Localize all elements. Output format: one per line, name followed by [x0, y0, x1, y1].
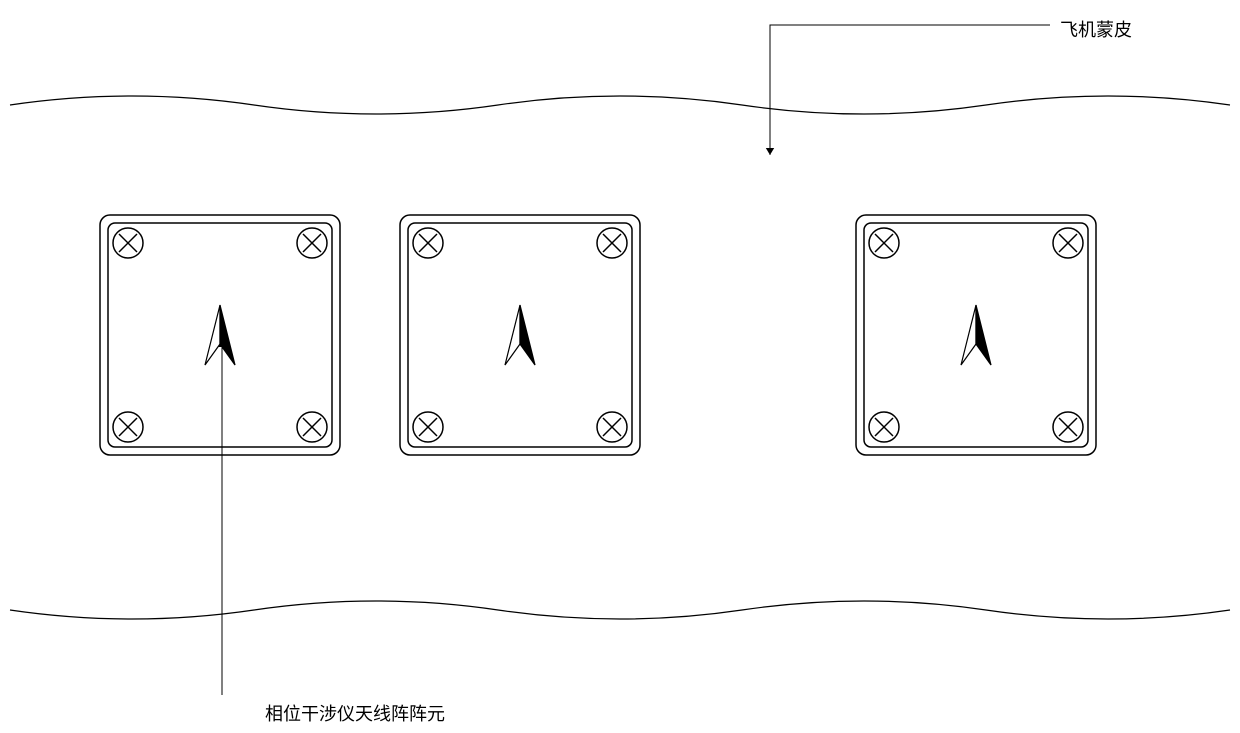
antenna-element-1 [400, 215, 640, 455]
screw-icon [597, 412, 627, 442]
screw-icon [413, 228, 443, 258]
antenna-element-2 [856, 215, 1096, 455]
skin-top-edge [10, 96, 1230, 114]
skin-bottom-edge [10, 601, 1230, 619]
arrowhead-icon [766, 148, 774, 155]
antenna-element-label: 相位干涉仪天线阵阵元 [265, 700, 445, 726]
technical-diagram: 飞机蒙皮 相位干涉仪天线阵阵元 [0, 0, 1240, 728]
screw-icon [297, 228, 327, 258]
diagram-svg [0, 0, 1240, 728]
aircraft-skin-label: 飞机蒙皮 [1060, 16, 1132, 42]
screw-icon [413, 412, 443, 442]
callout-line-top [770, 25, 1050, 155]
screw-icon [869, 228, 899, 258]
screw-icon [869, 412, 899, 442]
antenna-element-0 [100, 215, 340, 455]
screw-icon [597, 228, 627, 258]
screw-icon [113, 412, 143, 442]
screw-icon [1053, 228, 1083, 258]
screw-icon [1053, 412, 1083, 442]
screw-icon [113, 228, 143, 258]
screw-icon [297, 412, 327, 442]
